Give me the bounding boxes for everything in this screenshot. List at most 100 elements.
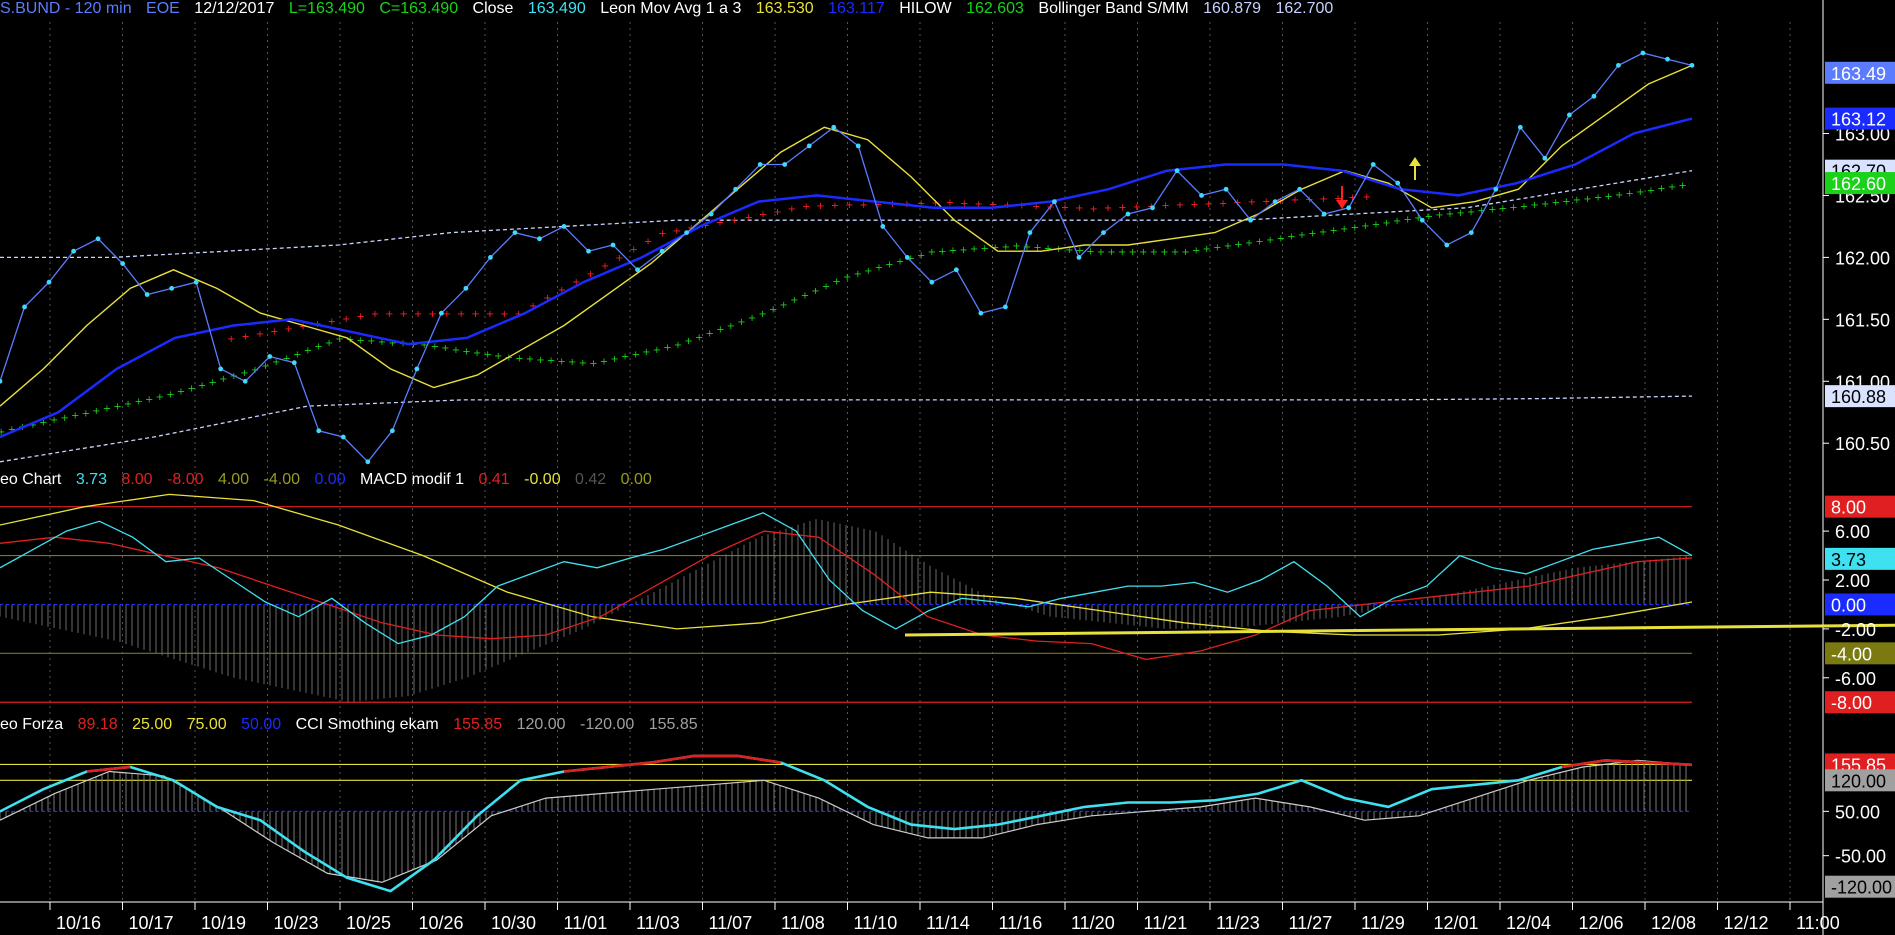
hilow-green-mark: + xyxy=(1255,236,1263,247)
hilow-green-mark: + xyxy=(1530,200,1538,211)
hilow-green-mark: + xyxy=(1118,247,1126,258)
blue-moving-average-line xyxy=(0,117,1693,439)
value-badge-label: 0.00 xyxy=(1831,595,1866,615)
hilow-green-mark: + xyxy=(684,336,692,347)
close-price-point xyxy=(1223,186,1229,192)
value-badge xyxy=(1825,547,1895,570)
y-tick-label: -6.00 xyxy=(1835,669,1876,689)
close-price-point xyxy=(414,366,420,372)
hilow-red-mark: + xyxy=(845,200,853,211)
close-price-point xyxy=(1346,205,1352,211)
hilow-red-mark: + xyxy=(414,309,422,320)
hilow-green-mark: + xyxy=(536,355,544,366)
value-badge-label: 120.00 xyxy=(1831,771,1886,791)
close-price-point xyxy=(1517,124,1523,130)
x-tick-label: 11/08 xyxy=(781,913,825,933)
hilow-green-mark: + xyxy=(589,359,597,370)
cci-panel xyxy=(0,754,1693,893)
hilow-red-mark: + xyxy=(1133,202,1141,213)
close-price-point xyxy=(365,459,371,465)
close-price-point xyxy=(953,267,959,273)
hilow-green-mark: + xyxy=(970,244,978,255)
date-label: 12/12/2017 xyxy=(194,0,275,17)
cci-grey-line xyxy=(0,759,1693,883)
close-value: 163.490 xyxy=(527,0,586,17)
hilow-red-mark: + xyxy=(788,204,796,215)
hilow-red-mark: + xyxy=(644,237,652,248)
hilow-green-mark: + xyxy=(1213,243,1221,254)
close-price-line xyxy=(0,52,1693,463)
macd-value-2: 8.00 xyxy=(121,471,153,488)
x-tick-label: 12/12 xyxy=(1724,913,1769,933)
hilow-green-mark: + xyxy=(706,328,714,339)
close-price-point xyxy=(1027,230,1033,236)
hilow-green-mark: + xyxy=(92,406,100,417)
cci-overbought-segment xyxy=(86,765,131,773)
macd-panel xyxy=(0,493,1895,703)
hilow-green-mark: + xyxy=(1192,246,1200,257)
hilow-green-mark: + xyxy=(39,418,47,429)
close-price-point xyxy=(929,279,935,285)
leon-value-1: 163.530 xyxy=(755,0,814,17)
hilow-green-mark: + xyxy=(737,317,745,328)
hilow-green-mark: + xyxy=(1372,219,1380,230)
hilow-red-mark: + xyxy=(558,285,566,296)
bollinger-value-1: 160.879 xyxy=(1203,0,1261,17)
close-price-point xyxy=(1272,199,1278,205)
value-badge xyxy=(1825,495,1895,518)
hilow-green-mark: + xyxy=(82,408,90,419)
hilow-green-mark: + xyxy=(261,361,269,372)
close-price-point xyxy=(488,254,493,260)
y-tick-label: -2.00 xyxy=(1835,620,1876,640)
hilow-green-mark: + xyxy=(103,404,111,415)
hilow-green-mark: + xyxy=(1668,182,1676,193)
forza-value-4: 50.00 xyxy=(241,716,282,733)
macd-legend: eo Chart 3.73 8.00 -8.00 4.00 -4.00 0.00… xyxy=(0,471,662,489)
hilow-green-mark: + xyxy=(335,334,343,345)
hilow-label: HILOW xyxy=(899,0,952,17)
x-tick-label: 11/20 xyxy=(1071,913,1115,933)
value-badge xyxy=(1825,691,1895,714)
hilow-green-mark: + xyxy=(483,349,491,360)
hilow-green-mark: + xyxy=(378,337,386,348)
hilow-red-mark: + xyxy=(400,309,408,320)
hilow-red-mark: + xyxy=(342,314,350,325)
hilow-red-mark: + xyxy=(615,253,623,264)
hilow-green-mark: + xyxy=(515,353,523,364)
macd-value-4: 4.00 xyxy=(217,471,250,488)
hilow-green-mark: + xyxy=(71,411,79,422)
hilow-red-mark: + xyxy=(1118,203,1126,214)
close-price-point xyxy=(512,230,518,236)
macd-modif-label: MACD modif 1 xyxy=(360,471,465,488)
leon-label: Leon Mov Avg 1 a 3 xyxy=(600,0,742,17)
close-price-point xyxy=(1493,186,1499,192)
hilow-green-mark: + xyxy=(1351,222,1359,233)
macd-signal-line xyxy=(0,493,1693,636)
close-price-point xyxy=(1616,62,1621,68)
hilow-green-mark: + xyxy=(906,253,914,264)
hilow-green-mark: + xyxy=(441,343,449,354)
cci-value-3: -120.00 xyxy=(580,716,635,733)
hilow-green-mark: + xyxy=(367,336,375,347)
hilow-green-mark: + xyxy=(283,353,291,364)
hilow-red-mark: + xyxy=(1262,196,1270,207)
hilow-red-mark: + xyxy=(1176,200,1184,211)
hilow-green-mark: + xyxy=(431,342,439,353)
hilow-red-mark: + xyxy=(658,229,666,240)
price-legend: S.BUND - 120 min EOE 12/12/2017 L=163.49… xyxy=(0,0,1343,18)
hilow-red-mark: + xyxy=(860,200,868,211)
hilow-red-mark: + xyxy=(285,324,293,335)
hilow-green-mark: + xyxy=(0,427,5,438)
symbol-label: S.BUND - 120 min xyxy=(0,0,132,17)
close-price-point xyxy=(1002,304,1008,310)
cci-legend: eo Forza 89.18 25.00 75.00 50.00 CCI Smo… xyxy=(0,716,708,734)
hilow-green-mark: + xyxy=(896,256,904,267)
hilow-green-mark: + xyxy=(1435,210,1443,221)
hilow-green-mark: + xyxy=(1224,241,1232,252)
close-price-point xyxy=(684,230,690,236)
hilow-green-mark: + xyxy=(557,356,565,367)
hilow-green-mark: + xyxy=(1319,227,1327,238)
hilow-green-mark: + xyxy=(1203,244,1211,255)
hilow-green-mark: + xyxy=(1097,247,1105,258)
